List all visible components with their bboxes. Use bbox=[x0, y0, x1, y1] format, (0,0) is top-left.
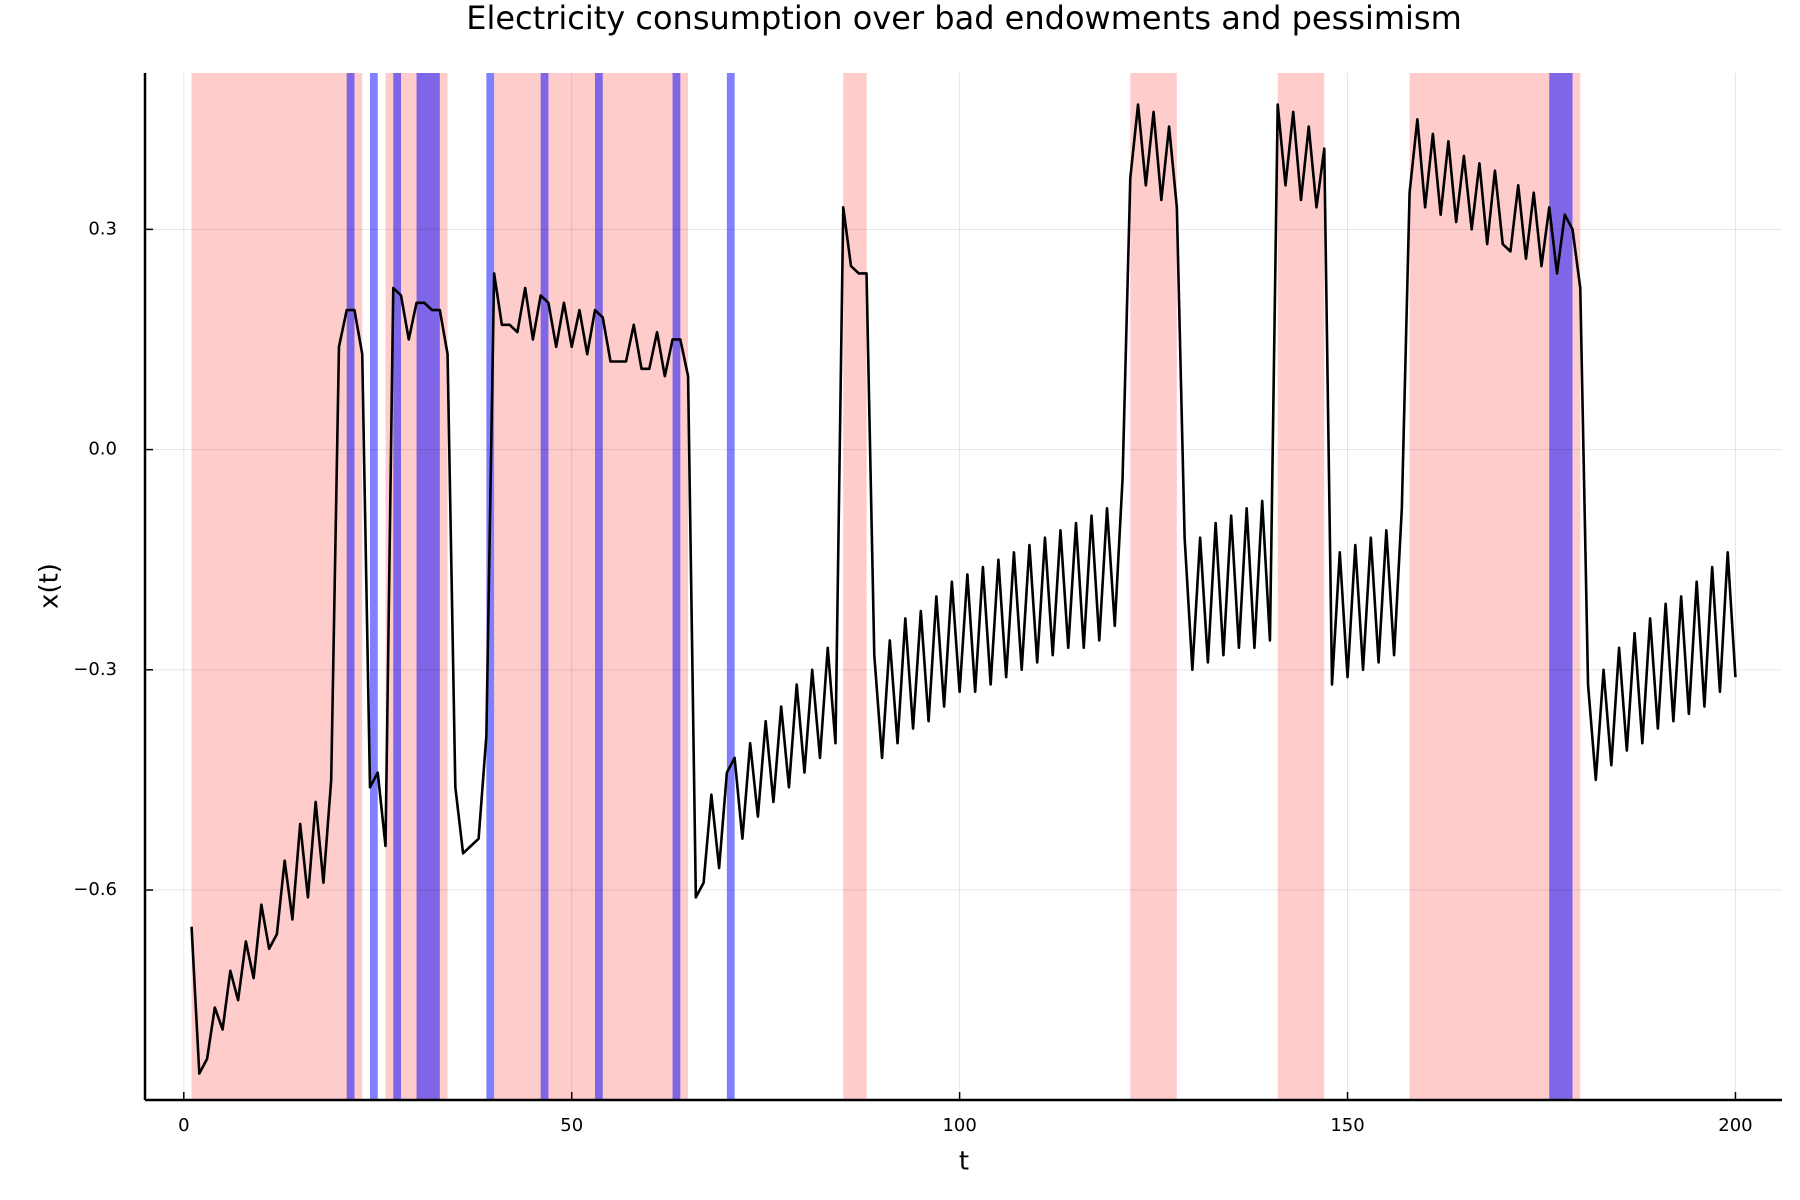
x-axis-label: t bbox=[959, 1147, 969, 1177]
shaded-region bbox=[594, 73, 603, 1100]
shaded-region bbox=[672, 73, 681, 1100]
x-tick-label: 50 bbox=[560, 1115, 583, 1136]
x-tick-label: 200 bbox=[1718, 1115, 1752, 1136]
x-tick-label: 100 bbox=[942, 1115, 976, 1136]
shaded-region bbox=[191, 73, 363, 1100]
y-tick-label: −0.3 bbox=[73, 659, 117, 680]
shaded-region bbox=[416, 73, 440, 1100]
shaded-region bbox=[494, 73, 689, 1100]
y-tick-label: 0.0 bbox=[88, 439, 117, 460]
shaded-region bbox=[346, 73, 355, 1100]
shaded-region bbox=[843, 73, 867, 1100]
line-series bbox=[190, 103, 1737, 1075]
shaded-region bbox=[1130, 73, 1177, 1100]
x-tick-label: 0 bbox=[178, 1115, 189, 1136]
y-tick-label: 0.3 bbox=[88, 218, 117, 239]
x-tick-label: 150 bbox=[1330, 1115, 1364, 1136]
shaded-region bbox=[1277, 73, 1325, 1100]
shaded-region bbox=[1549, 73, 1573, 1100]
shaded-region bbox=[486, 73, 495, 1100]
y-axis-label: x(t) bbox=[35, 563, 65, 609]
shaded-region bbox=[369, 73, 378, 1100]
shaded-region bbox=[726, 73, 735, 1100]
shaded-region bbox=[393, 73, 402, 1100]
shaded-region bbox=[540, 73, 549, 1100]
y-tick-label: −0.6 bbox=[73, 879, 117, 900]
chart-title: Electricity consumption over bad endowme… bbox=[466, 0, 1462, 37]
